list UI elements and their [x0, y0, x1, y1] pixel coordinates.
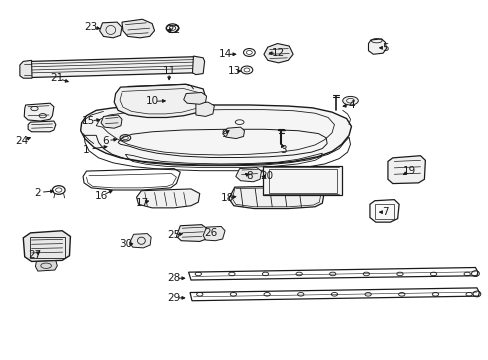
Polygon shape	[20, 60, 32, 78]
Bar	[263, 166, 341, 195]
Text: 28: 28	[167, 273, 180, 283]
Text: 17: 17	[136, 198, 149, 208]
Text: 11: 11	[162, 66, 175, 76]
Text: 27: 27	[28, 250, 41, 260]
Polygon shape	[136, 189, 200, 208]
Polygon shape	[81, 105, 351, 165]
Polygon shape	[101, 115, 122, 128]
Polygon shape	[35, 261, 57, 271]
Text: 2: 2	[35, 188, 41, 198]
Text: 25: 25	[167, 230, 180, 240]
Text: 19: 19	[403, 166, 416, 176]
Text: 15: 15	[82, 116, 95, 126]
Text: 12: 12	[271, 48, 285, 58]
Polygon shape	[23, 231, 70, 261]
Bar	[374, 204, 393, 219]
Polygon shape	[24, 103, 54, 121]
Polygon shape	[387, 156, 425, 184]
Polygon shape	[114, 84, 205, 117]
Text: 21: 21	[51, 73, 64, 83]
Text: 29: 29	[167, 293, 180, 303]
Text: 3: 3	[280, 145, 286, 155]
Text: 23: 23	[84, 22, 98, 32]
Text: 14: 14	[218, 49, 231, 59]
Text: 18: 18	[221, 193, 234, 203]
Polygon shape	[28, 121, 56, 132]
Text: 10: 10	[145, 96, 158, 107]
Bar	[268, 169, 336, 193]
Text: 26: 26	[203, 228, 217, 238]
Polygon shape	[176, 225, 207, 242]
Text: 6: 6	[102, 136, 109, 146]
Polygon shape	[228, 185, 324, 208]
Bar	[30, 237, 64, 258]
Ellipse shape	[342, 96, 358, 105]
Text: 24: 24	[15, 136, 28, 146]
Text: 4: 4	[347, 100, 354, 110]
Polygon shape	[203, 226, 224, 241]
Text: 13: 13	[228, 66, 241, 76]
Text: 30: 30	[119, 239, 132, 249]
Polygon shape	[129, 234, 151, 248]
Text: 20: 20	[259, 171, 272, 181]
Text: 1: 1	[83, 145, 90, 155]
Polygon shape	[196, 102, 214, 116]
Polygon shape	[264, 44, 292, 63]
Text: 22: 22	[167, 25, 180, 35]
Polygon shape	[122, 19, 154, 38]
Polygon shape	[26, 57, 201, 77]
Text: 5: 5	[382, 43, 388, 53]
Polygon shape	[235, 167, 261, 182]
Text: 9: 9	[221, 129, 228, 139]
Polygon shape	[192, 56, 204, 75]
Polygon shape	[100, 22, 122, 38]
Polygon shape	[183, 93, 206, 104]
Text: 7: 7	[382, 207, 388, 217]
Text: 16: 16	[94, 191, 107, 201]
Polygon shape	[368, 39, 386, 54]
Text: 8: 8	[245, 171, 252, 181]
Polygon shape	[369, 200, 398, 222]
Polygon shape	[222, 127, 244, 139]
